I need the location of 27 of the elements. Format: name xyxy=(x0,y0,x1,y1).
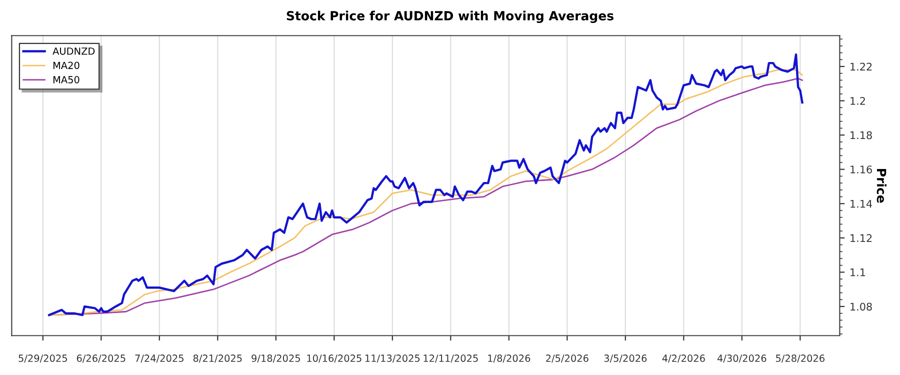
x-tick-label: 4/30/2026 xyxy=(717,354,766,363)
x-tick-label: 6/26/2025 xyxy=(76,354,126,363)
y-tick-label: 1.14 xyxy=(850,200,872,208)
x-tick-label: 2/5/2026 xyxy=(546,354,588,363)
x-tick-label: 9/18/2025 xyxy=(252,354,300,363)
x-tick-label: 11/13/2025 xyxy=(365,354,420,363)
chart-title: Stock Price for AUDNZD with Moving Averages xyxy=(286,10,614,23)
x-tick-label: 4/2/2026 xyxy=(662,354,705,363)
y-axis-title: Price xyxy=(876,169,887,203)
x-tick-label: 10/16/2025 xyxy=(307,354,362,363)
legend-label: MA20 xyxy=(53,62,80,70)
x-tick-label: 5/28/2026 xyxy=(776,354,824,363)
x-tick-label: 5/29/2025 xyxy=(18,354,67,363)
x-tick-label: 3/5/2026 xyxy=(604,354,647,363)
x-tick-label: 1/8/2026 xyxy=(488,354,530,363)
y-tick-label: 1.08 xyxy=(850,302,872,311)
y-tick-label: 1.12 xyxy=(850,234,872,242)
y-tick-label: 1.18 xyxy=(850,131,872,140)
legend-label: AUDNZD xyxy=(52,48,95,55)
y-tick-label: 1.22 xyxy=(850,62,872,70)
y-tick-label: 1.2 xyxy=(850,96,865,105)
x-tick-label: 8/21/2025 xyxy=(193,354,242,363)
legend-label: MA50 xyxy=(53,76,80,84)
x-tick-label: 7/24/2025 xyxy=(135,354,184,363)
y-tick-label: 1.1 xyxy=(850,268,866,276)
x-tick-label: 12/11/2025 xyxy=(424,354,478,363)
y-tick-label: 1.16 xyxy=(850,166,872,174)
